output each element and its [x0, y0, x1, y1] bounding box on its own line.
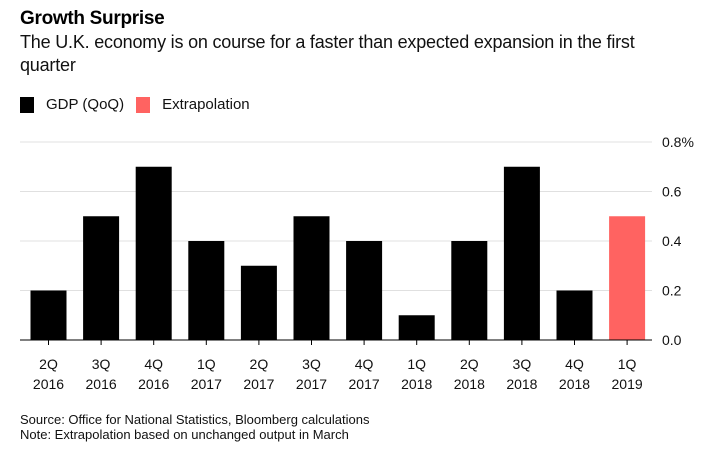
x-tick-label-year: 2018: [401, 376, 432, 392]
x-tick-label-year: 2018: [559, 376, 590, 392]
extrapolation-note: Note: Extrapolation based on unchanged o…: [20, 427, 349, 442]
source-note: Source: Office for National Statistics, …: [20, 412, 370, 427]
gridlines: [20, 141, 652, 291]
bar-gdp: [556, 290, 593, 340]
legend-item-extrapolation: Extrapolation: [136, 96, 250, 113]
bar-extrapolation: [609, 216, 646, 340]
y-tick-label: 0.6: [662, 184, 682, 200]
chart-subtitle: The U.K. economy is on course for a fast…: [20, 32, 635, 75]
y-tick-label: 0.4: [662, 233, 682, 249]
x-tick-label-quarter: 1Q: [197, 356, 216, 372]
bar-gdp: [188, 241, 225, 340]
x-axis-tick-labels: 2Q 2016 3Q 2016 4Q 2016 1Q 2017 2Q 2017 3Q 2017 4Q 20…: [33, 356, 643, 392]
x-tick-label-quarter: 3Q: [513, 356, 532, 372]
x-tick-label-quarter: 4Q: [144, 356, 163, 372]
x-tick-label-quarter: 4Q: [565, 356, 584, 372]
bar-gdp: [30, 290, 67, 340]
x-tick-label-year: 2017: [191, 376, 222, 392]
x-tick-label-quarter: 2Q: [39, 356, 58, 372]
bar-gdp: [451, 241, 488, 340]
x-tick-label-year: 2018: [506, 376, 537, 392]
x-tick-label-quarter: 2Q: [460, 356, 479, 372]
y-tick-label: 0.8%: [662, 134, 694, 150]
x-tick-label-quarter: 3Q: [92, 356, 111, 372]
x-tick-label-quarter: 1Q: [618, 356, 637, 372]
bars: [30, 166, 646, 340]
bar-gdp: [83, 216, 120, 340]
bar-gdp: [240, 265, 277, 340]
x-tick-label-year: 2018: [454, 376, 485, 392]
bar-gdp: [293, 216, 330, 340]
x-tick-label-year: 2016: [33, 376, 64, 392]
bar-gdp: [398, 315, 435, 340]
legend-swatch-extrapolation: [136, 96, 151, 113]
x-tick-label-year: 2016: [86, 376, 117, 392]
x-tick-label-year: 2017: [349, 376, 380, 392]
y-axis-tick-labels: 0.0 0.2 0.4 0.6 0.8%: [662, 134, 694, 348]
x-tick-label-year: 2017: [296, 376, 327, 392]
bar-gdp: [503, 166, 540, 340]
legend-item-gdp: GDP (QoQ): [20, 96, 124, 113]
x-tick-label-year: 2016: [138, 376, 169, 392]
legend: GDP (QoQ) Extrapolation: [20, 96, 262, 113]
x-axis: [20, 339, 652, 345]
x-tick-label-year: 2017: [243, 376, 274, 392]
y-tick-label: 0.2: [662, 283, 682, 299]
bar-gdp: [346, 241, 383, 340]
x-tick-label-quarter: 1Q: [407, 356, 426, 372]
x-tick-label-quarter: 4Q: [355, 356, 374, 372]
legend-swatch-gdp: [20, 96, 34, 113]
legend-label-extrapolation: Extrapolation: [162, 96, 250, 113]
x-tick-label-year: 2019: [612, 376, 643, 392]
x-tick-label-quarter: 3Q: [302, 356, 321, 372]
x-tick-label-quarter: 2Q: [250, 356, 269, 372]
footnotes: Source: Office for National Statistics, …: [20, 412, 369, 442]
bar-gdp: [135, 166, 172, 340]
y-tick-label: 0.0: [662, 332, 682, 348]
chart-title: Growth Surprise: [20, 8, 165, 29]
legend-label-gdp: GDP (QoQ): [46, 96, 125, 113]
